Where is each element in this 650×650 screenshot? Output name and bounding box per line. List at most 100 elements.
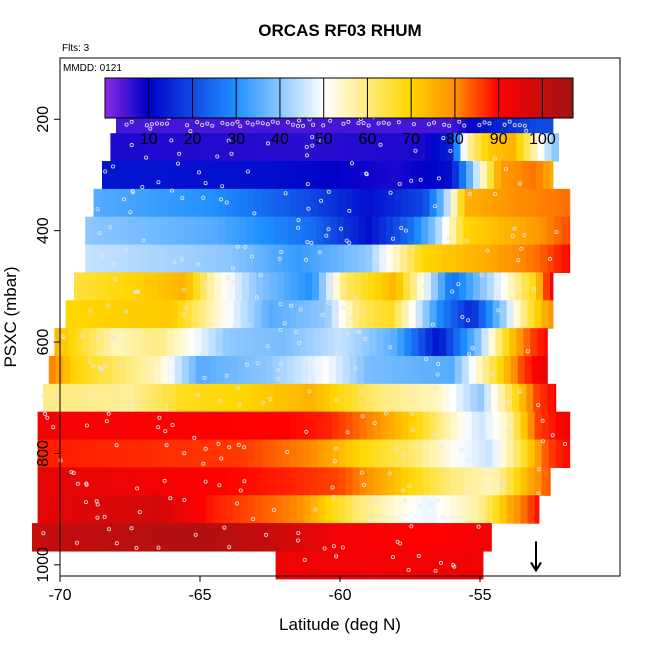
observation-dot xyxy=(464,238,469,243)
heatmap-cell xyxy=(474,133,482,162)
heatmap-cell xyxy=(292,133,300,162)
heatmap-cell xyxy=(165,523,173,552)
heatmap-cell xyxy=(457,550,466,580)
heatmap-cell xyxy=(291,105,299,134)
heatmap-cell xyxy=(534,495,540,524)
heatmap-cell xyxy=(214,523,222,552)
heatmap-cell xyxy=(317,439,326,468)
heatmap-cell xyxy=(358,383,366,413)
heatmap-cell xyxy=(492,467,501,496)
heatmap-cell xyxy=(200,272,208,301)
observation-dot xyxy=(338,226,343,231)
observation-dot xyxy=(97,231,102,236)
observation-dot xyxy=(297,340,302,345)
observation-dot xyxy=(310,143,315,148)
heatmap-cell xyxy=(410,105,418,134)
heatmap-cell xyxy=(254,300,263,329)
heatmap-cell xyxy=(198,300,207,329)
observation-dot xyxy=(305,182,310,187)
heatmap-cell xyxy=(331,188,340,218)
observation-dot xyxy=(429,501,434,506)
observation-dot xyxy=(451,563,456,568)
observation-dot xyxy=(277,256,282,261)
heatmap-cell xyxy=(240,188,249,218)
heatmap-cell xyxy=(233,188,242,218)
heatmap-cell xyxy=(464,495,473,524)
heatmap-cell xyxy=(473,523,481,552)
heatmap-cell xyxy=(457,439,466,468)
heatmap-cell xyxy=(51,467,60,496)
heatmap-cell xyxy=(380,300,389,329)
observation-dot xyxy=(302,557,307,562)
heatmap-cell xyxy=(221,523,229,552)
heatmap-cell xyxy=(344,383,352,413)
observation-dot xyxy=(311,122,316,127)
heatmap-cell xyxy=(219,467,228,496)
heatmap-cell xyxy=(389,272,397,301)
observation-dot xyxy=(399,225,404,230)
heatmap-cell xyxy=(534,439,543,468)
observation-dot xyxy=(319,138,324,143)
heatmap-cell xyxy=(281,383,289,413)
heatmap-cell xyxy=(543,105,551,134)
observation-dot xyxy=(304,257,309,262)
heatmap-cell xyxy=(432,328,440,357)
observation-dot xyxy=(285,120,290,125)
heatmap-cell xyxy=(268,439,277,468)
heatmap-cell xyxy=(435,244,443,274)
observation-dot xyxy=(51,425,56,430)
observation-dot xyxy=(554,229,559,234)
observation-dot xyxy=(306,206,311,211)
heatmap-cell xyxy=(149,467,158,496)
heatmap-cell xyxy=(361,523,369,552)
heatmap-cell xyxy=(39,523,47,552)
heatmap-cell xyxy=(373,550,382,580)
heatmap-cell xyxy=(356,355,365,385)
heatmap-cell xyxy=(282,495,291,524)
observation-dot xyxy=(129,119,134,124)
heatmap-cell xyxy=(393,383,401,413)
observation-dot xyxy=(195,392,200,397)
heatmap-cell xyxy=(359,300,368,329)
heatmap-cell xyxy=(495,328,503,357)
heatmap-cell xyxy=(172,523,180,552)
observation-dot xyxy=(144,155,149,160)
heatmap-cell xyxy=(270,523,278,552)
observation-dot xyxy=(321,123,326,128)
observation-dot xyxy=(71,470,76,475)
observation-dot xyxy=(195,120,200,125)
heatmap-cell xyxy=(428,244,436,274)
heatmap-cell xyxy=(380,439,389,468)
heatmap-cell xyxy=(345,495,354,524)
heatmap-cell xyxy=(191,411,200,441)
heatmap-cell xyxy=(429,495,438,524)
y-tick-label: 800 xyxy=(35,440,52,467)
observation-dot xyxy=(114,443,119,448)
heatmap-cell xyxy=(88,523,96,552)
heatmap-cell xyxy=(438,272,446,301)
observation-dot xyxy=(296,225,301,230)
observation-dot xyxy=(347,208,352,213)
heatmap-cell xyxy=(170,467,179,496)
observation-dot xyxy=(203,479,208,484)
heatmap-cell xyxy=(338,411,347,441)
observation-dot xyxy=(58,458,63,463)
observation-dot xyxy=(505,400,510,405)
heatmap-cell xyxy=(319,105,327,134)
colorbar-tick-label: 90 xyxy=(490,131,508,148)
observation-dot xyxy=(164,406,169,411)
observation-dot xyxy=(196,170,201,175)
observation-dot xyxy=(460,314,465,319)
observation-dot xyxy=(200,123,205,128)
heatmap-cell xyxy=(228,105,236,134)
heatmap-cell xyxy=(141,216,149,246)
heatmap-cell xyxy=(158,161,166,190)
heatmap-cell xyxy=(415,495,424,524)
observation-dot xyxy=(271,507,276,512)
heatmap-cell xyxy=(239,383,247,413)
heatmap-cell xyxy=(212,467,221,496)
observation-dot xyxy=(456,282,461,287)
heatmap-cell xyxy=(81,523,89,552)
heatmap-cell xyxy=(436,411,445,441)
heatmap-cell xyxy=(268,467,277,496)
